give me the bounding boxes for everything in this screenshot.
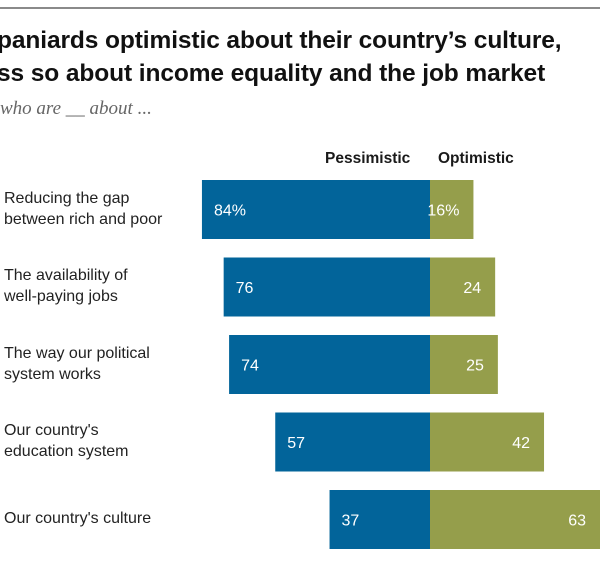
bar-pessimistic [229,335,430,394]
value-label-pessimistic: 74 [241,358,259,375]
title-line-2: ss so about income equality and the job … [0,60,546,87]
category-label-line: The availability of [4,267,128,284]
category-label: Our country's culture [4,508,151,529]
bar-pessimistic [223,257,430,317]
legend-pessimistic: Pessimistic [325,150,411,167]
category-label-line: The way our political [4,344,150,362]
chart-subtitle: who are __ about ... [0,98,152,119]
value-label-pessimistic: 84% [214,203,246,220]
bar-pessimistic [201,180,430,239]
category-label-line: education system [4,443,129,460]
value-label-optimistic: 24 [463,280,481,297]
title-line-1: paniards optimistic about their country’… [0,27,562,54]
category-label: The way our political system works [4,343,150,385]
bar-optimistic [430,412,545,472]
bar-optimistic [430,490,600,549]
category-label-line: Reducing the gap [4,189,130,207]
value-label-pessimistic: 37 [342,513,360,530]
category-label-line: system works [4,365,101,383]
value-label-optimistic: 16% [427,203,459,220]
bar-optimistic [430,180,474,239]
chart-title: paniards optimistic about their country’… [0,24,562,90]
bar-optimistic [430,335,498,394]
value-label-pessimistic: 57 [287,435,305,452]
category-label-line: Our country's culture [4,510,152,527]
bar-pessimistic [275,412,430,472]
category-label-line: between rich and poor [4,210,163,228]
category-label: Reducing the gap between rich and poor [4,188,162,230]
value-label-optimistic: 42 [512,435,530,452]
category-label: Our country's education system [4,420,129,462]
top-rule [0,7,600,9]
legend-optimistic: Optimistic [438,150,514,167]
category-label-line: well-paying jobs [4,288,118,305]
bar-optimistic [430,257,496,317]
category-label-line: Our country's [4,422,99,439]
bar-pessimistic [329,490,430,549]
value-label-optimistic: 25 [466,358,484,375]
value-label-optimistic: 63 [568,513,586,530]
value-label-pessimistic: 76 [236,280,254,297]
category-label: The availability of well-paying jobs [4,265,128,307]
